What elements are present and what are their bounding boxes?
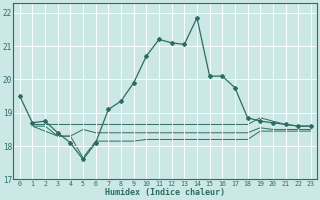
X-axis label: Humidex (Indice chaleur): Humidex (Indice chaleur) bbox=[105, 188, 225, 197]
